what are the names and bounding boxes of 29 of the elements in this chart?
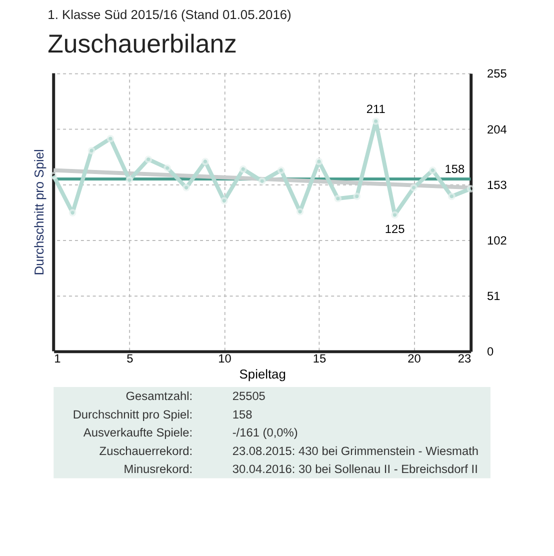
text: 23.08.2015: 430 bei Grimmenstein - Wiesmath: [232, 444, 479, 458]
y-axis-title: Durchschnitt pro Spiel: [32, 149, 47, 276]
x-tick-label: 10: [218, 352, 232, 366]
text: Minusrekord:: [124, 462, 193, 476]
x-tick-label: 23: [458, 352, 472, 366]
annotation: 211: [366, 102, 386, 116]
x-tick-label: 5: [126, 352, 134, 366]
text: Durchschnitt pro Spiel:: [72, 407, 193, 422]
text: -/161 (0,0%): [232, 426, 298, 440]
text: Ausverkaufte Spiele:: [83, 426, 193, 440]
y-tick-label: 255: [486, 66, 508, 81]
ref-line-label: 158: [444, 162, 466, 176]
x-tick-label: 1: [54, 352, 62, 366]
x-tick-label: 15: [312, 352, 326, 366]
text: 30.04.2016: 30 bei Sollenau II - Ebreichsdorf II: [232, 462, 478, 476]
y-tick-label: 102: [486, 233, 508, 248]
text: 25505: [232, 389, 266, 404]
text: Zuschauerrekord:: [99, 444, 193, 458]
text: Gesamtzahl:: [126, 389, 193, 404]
annotation: 125: [384, 222, 406, 236]
y-tick-label: 153: [486, 178, 508, 192]
x-tick-label: 20: [408, 352, 422, 366]
text: 158: [232, 407, 253, 422]
chart-subtitle: 1. Klasse Süd 2015/16 (Stand 01.05.2016): [48, 6, 292, 22]
chart-title: Zuschauerbilanz: [48, 30, 237, 59]
y-tick-label: 0: [486, 344, 494, 359]
x-axis-title: Spieltag: [239, 366, 286, 382]
y-tick-label: 51: [486, 289, 501, 304]
y-tick-label: 204: [486, 122, 508, 136]
